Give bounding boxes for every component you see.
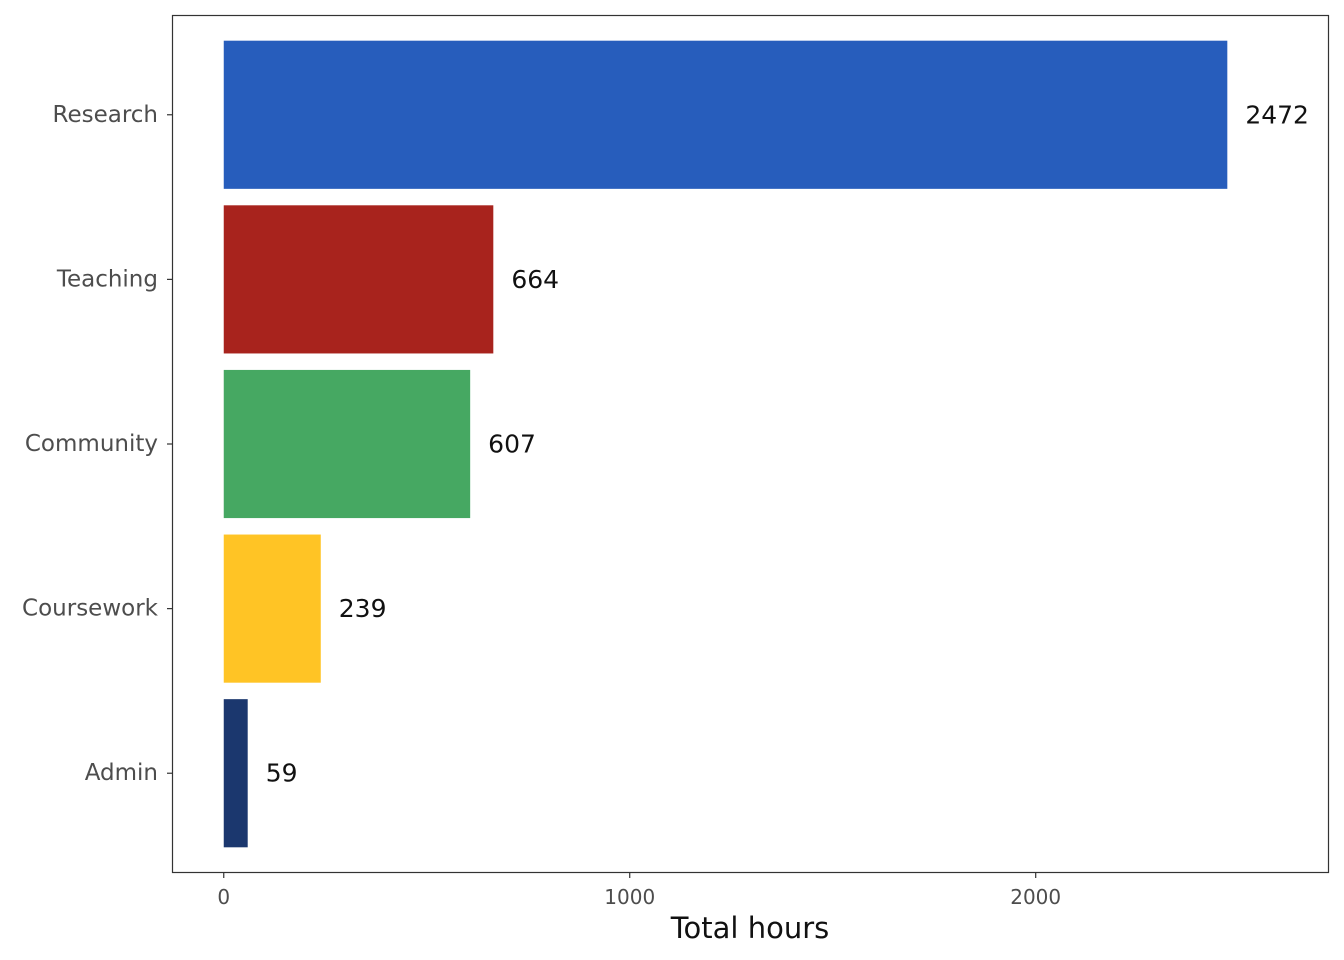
value-label-coursework: 239 xyxy=(339,594,387,623)
bars-layer xyxy=(223,40,1228,848)
bar-coursework xyxy=(223,534,321,683)
category-labels-layer: Research Teaching Community Coursework Admin xyxy=(22,102,159,786)
value-label-research: 2472 xyxy=(1245,100,1309,129)
value-label-community: 607 xyxy=(488,430,536,459)
bar-community xyxy=(223,369,471,519)
bar-research xyxy=(223,40,1228,189)
x-tick-label-0: 0 xyxy=(217,885,230,909)
category-label-teaching: Teaching xyxy=(56,266,158,292)
bar-admin xyxy=(223,699,248,848)
x-axis: 0 1000 2000 xyxy=(167,114,1061,909)
x-tick-label-1000: 1000 xyxy=(604,885,655,909)
bar-teaching xyxy=(223,205,494,354)
value-label-teaching: 664 xyxy=(511,265,559,294)
value-label-admin: 59 xyxy=(266,759,298,788)
value-labels-layer: 2472 664 607 239 59 xyxy=(266,100,1309,787)
category-label-research: Research xyxy=(53,102,159,128)
category-label-coursework: Coursework xyxy=(22,596,159,622)
category-label-community: Community xyxy=(25,431,158,457)
x-axis-title: Total hours xyxy=(670,911,829,945)
x-tick-label-2000: 2000 xyxy=(1010,885,1061,909)
category-label-admin: Admin xyxy=(85,760,158,786)
